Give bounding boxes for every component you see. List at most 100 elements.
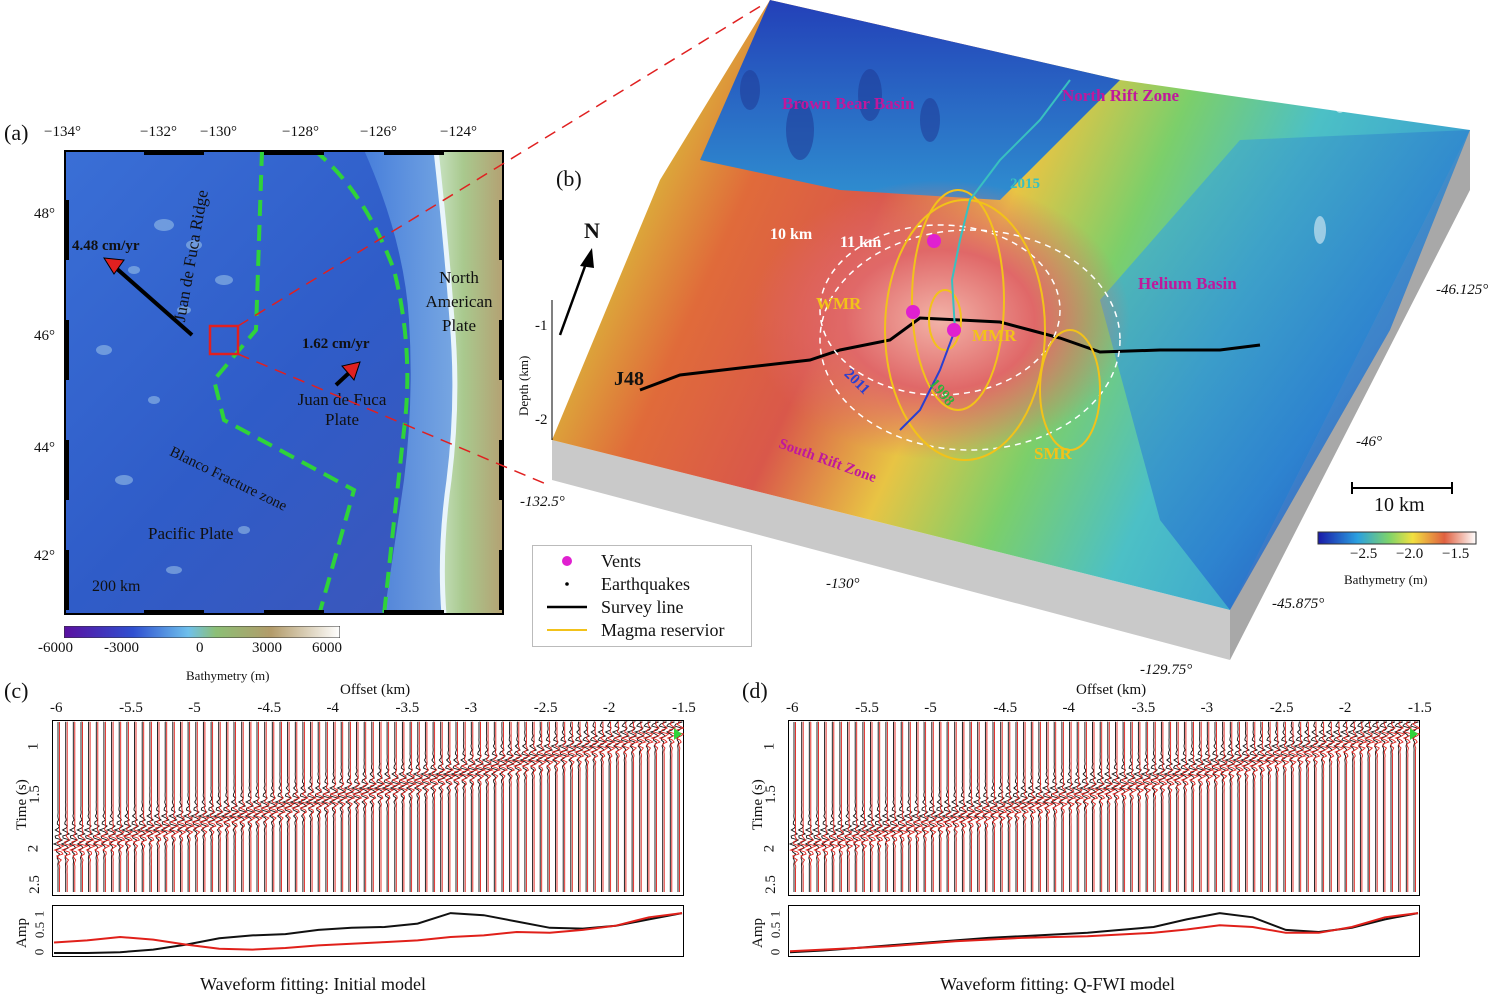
synthetic-trace <box>606 721 616 892</box>
legend-magma-reservoir: Magma reservior <box>547 620 725 640</box>
observed-trace <box>1140 721 1152 892</box>
synthetic-trace <box>1325 721 1337 892</box>
observed-trace <box>405 721 416 892</box>
colorbar-a-tick: 3000 <box>252 640 282 656</box>
observed-trace <box>634 721 645 892</box>
synthetic-trace <box>996 721 1008 892</box>
coord-tick: -130° <box>826 576 860 592</box>
observed-trace <box>474 721 485 892</box>
observed-trace <box>881 721 892 892</box>
offset-tick: -2 <box>602 700 616 716</box>
observed-trace <box>903 721 914 892</box>
synthetic-trace <box>1141 721 1154 892</box>
legend-survey-line: Survey line <box>547 597 684 617</box>
synthetic-trace <box>865 721 878 892</box>
panel-d-time-tick: 1 <box>761 742 778 751</box>
north-arrow-label: N <box>584 218 600 243</box>
eruption-2015-label: 2015 <box>1010 176 1040 192</box>
synthetic-trace <box>850 721 862 892</box>
synthetic-trace <box>1301 721 1314 892</box>
observed-trace <box>965 721 976 892</box>
observed-trace <box>957 721 968 892</box>
synthetic-trace <box>674 721 684 892</box>
depth-axis-label: Depth (km) <box>516 355 531 416</box>
depth-tick: -2 <box>535 412 548 428</box>
synthetic-trace <box>1180 721 1192 892</box>
panel-c-amp-tick: 0 <box>31 948 47 956</box>
vent-marker <box>906 305 920 319</box>
observed-trace <box>52 722 64 892</box>
panel-c-time-tick: 2 <box>25 844 42 853</box>
observed-trace <box>1148 721 1159 892</box>
panel-d-seismogram <box>788 720 1420 896</box>
observed-trace <box>994 721 1006 892</box>
synthetic-trace <box>1225 721 1237 892</box>
panel-d-amp-tick: 1 <box>767 910 783 918</box>
mmr-label: MMR <box>972 326 1017 345</box>
colorbar-a-tick: -6000 <box>38 640 73 656</box>
synthetic-trace <box>1079 721 1092 892</box>
na-plate-label: North American Plate <box>425 268 493 335</box>
synthetic-trace <box>93 721 104 892</box>
observed-trace <box>358 721 370 892</box>
synthetic-trace <box>198 721 210 892</box>
colorbar-a-tick: -3000 <box>104 640 139 656</box>
jdf-plate-label: Juan de Fuca Plate <box>297 390 387 429</box>
map-b-scale: 10 km <box>1374 494 1425 516</box>
synthetic-trace <box>376 721 387 892</box>
coord-tick: -46° <box>1356 434 1382 450</box>
survey-line-label: J48 <box>614 368 644 390</box>
observed-trace <box>458 721 469 892</box>
synthetic-trace <box>230 721 242 892</box>
observed-trace <box>182 721 194 892</box>
observed-trace <box>113 721 124 892</box>
observed-trace <box>60 721 71 892</box>
synthetic-trace <box>1378 721 1390 892</box>
synthetic-trace <box>504 721 517 892</box>
observed-trace <box>1354 721 1366 892</box>
observed-trace <box>987 721 999 892</box>
observed-trace <box>1377 721 1388 892</box>
observed-trace <box>397 721 408 892</box>
synthetic-amplitude-line <box>53 912 683 951</box>
depth-tick: -1 <box>535 318 548 334</box>
observed-trace <box>365 721 377 892</box>
synthetic-trace <box>1026 721 1039 892</box>
observed-trace <box>812 721 822 892</box>
observed-amplitude-line <box>54 912 683 954</box>
synthetic-trace <box>521 721 532 892</box>
observed-trace <box>857 721 868 892</box>
synthetic-trace <box>934 721 946 892</box>
synthetic-trace <box>1294 721 1307 892</box>
synthetic-trace <box>898 721 909 892</box>
offset-tick: -5 <box>924 700 937 716</box>
panel-c-time-tick: 1.5 <box>26 785 43 804</box>
synthetic-trace <box>222 721 234 892</box>
observed-trace <box>168 721 178 892</box>
synthetic-trace <box>1240 721 1253 892</box>
panel-a-lon-tick: −124° <box>440 124 477 140</box>
synthetic-trace <box>343 721 356 892</box>
observed-trace <box>1370 721 1381 892</box>
observed-trace <box>1018 721 1029 892</box>
panel-c-offset-title: Offset (km) <box>340 682 411 698</box>
observed-trace <box>1187 721 1198 892</box>
observed-trace <box>496 721 508 892</box>
synthetic-trace <box>573 721 585 892</box>
observed-trace <box>535 721 546 892</box>
observed-trace <box>175 721 186 892</box>
synthetic-trace <box>950 721 963 892</box>
synthetic-trace <box>452 721 464 892</box>
coord-tick: -132.5° <box>520 494 565 510</box>
synthetic-trace <box>100 721 111 892</box>
offset-tick: -1.5 <box>1408 700 1432 716</box>
observed-trace <box>1079 721 1090 892</box>
observed-trace <box>572 721 584 892</box>
synthetic-trace <box>1188 721 1200 892</box>
observed-trace <box>76 721 86 892</box>
synthetic-trace <box>1248 721 1261 892</box>
observed-trace <box>618 721 631 892</box>
observed-trace <box>1209 721 1221 892</box>
synthetic-trace <box>919 721 931 892</box>
